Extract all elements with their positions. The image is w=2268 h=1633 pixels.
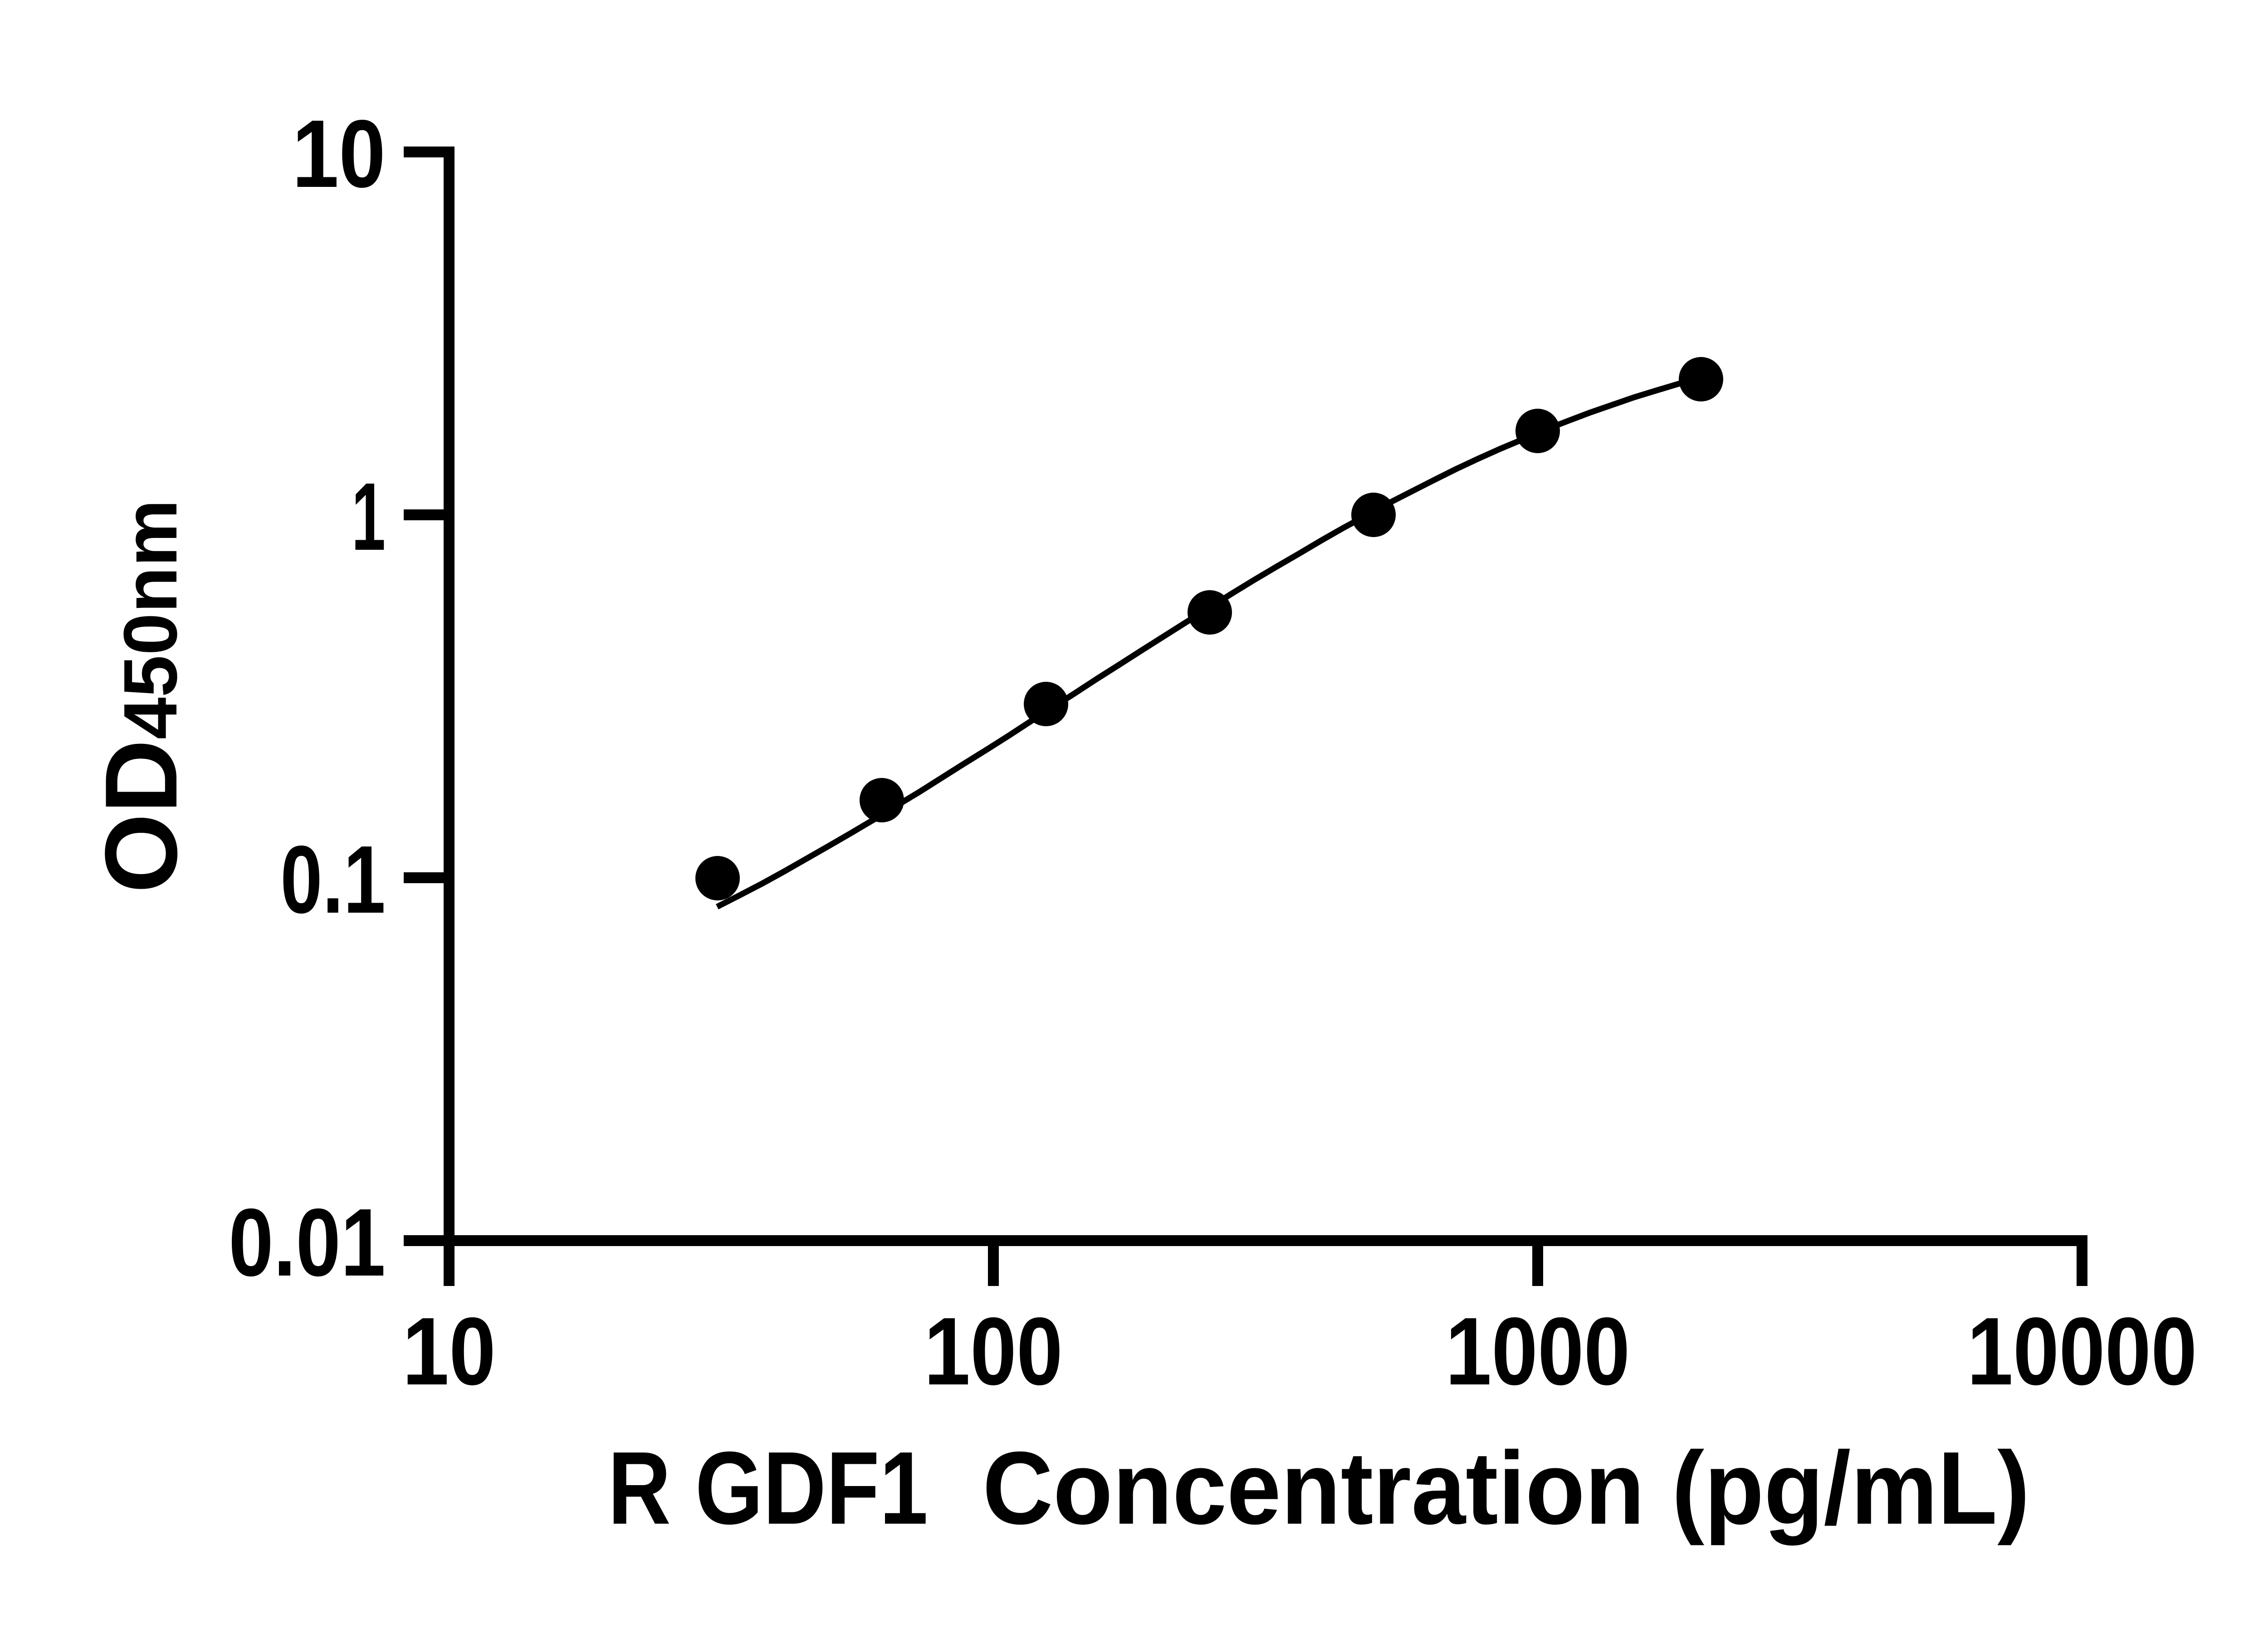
svg-text:1000: 1000 <box>1446 1297 1630 1405</box>
svg-text:1: 1 <box>352 463 386 570</box>
svg-text:10: 10 <box>292 100 386 207</box>
svg-text:100: 100 <box>924 1297 1063 1405</box>
svg-text:0.01: 0.01 <box>229 1188 386 1296</box>
svg-text:0.1: 0.1 <box>280 826 386 933</box>
svg-text:10000: 10000 <box>1967 1297 2197 1405</box>
svg-text:10: 10 <box>402 1297 496 1405</box>
svg-text:Concentration (pg/mL): Concentration (pg/mL) <box>982 1431 2030 1546</box>
svg-text:R GDF1: R GDF1 <box>608 1431 928 1546</box>
